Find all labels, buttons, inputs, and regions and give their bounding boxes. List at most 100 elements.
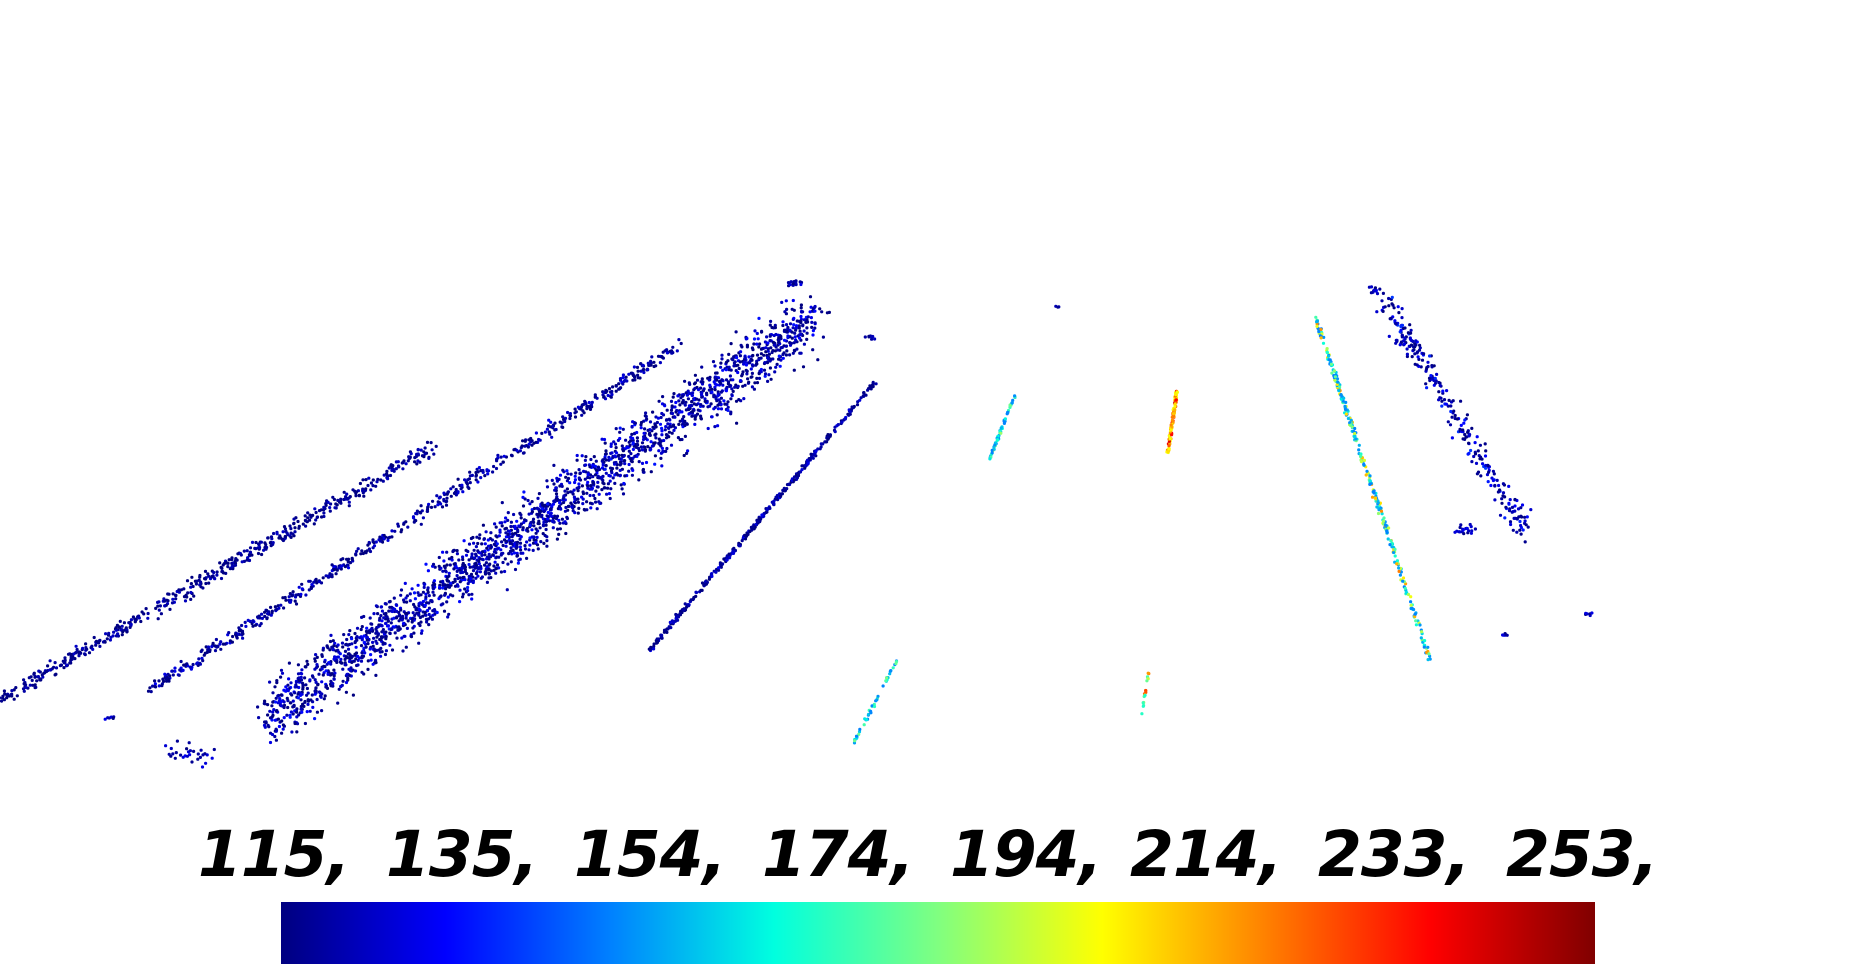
point (456, 477, 460, 481)
point (579, 407, 583, 411)
point (279, 704, 283, 708)
point (539, 540, 543, 544)
point (1509, 522, 1513, 527)
point (1423, 639, 1427, 643)
point (478, 551, 482, 555)
point (593, 496, 597, 501)
point (721, 368, 725, 372)
point (412, 631, 416, 635)
point (577, 506, 581, 510)
point (343, 657, 347, 662)
point (719, 396, 724, 400)
point (494, 567, 498, 571)
point (451, 549, 455, 554)
point (425, 609, 429, 613)
point (0, 699, 4, 703)
point (703, 582, 707, 587)
point (550, 478, 554, 482)
point (727, 368, 731, 372)
point (425, 440, 430, 444)
point (417, 613, 421, 617)
point (1491, 478, 1495, 483)
point (1397, 566, 1401, 570)
point (304, 524, 308, 528)
point (195, 579, 199, 583)
point (1140, 712, 1144, 716)
point (403, 611, 408, 616)
point (710, 387, 714, 391)
point (461, 595, 465, 599)
point (862, 391, 866, 395)
point (763, 374, 767, 378)
point (493, 522, 497, 526)
point (763, 372, 768, 376)
point (501, 460, 505, 464)
point (24, 686, 28, 690)
point (799, 320, 803, 324)
point (1414, 623, 1418, 627)
point (707, 378, 711, 382)
point (375, 630, 379, 634)
point (321, 576, 325, 580)
point (492, 564, 496, 568)
point (408, 592, 412, 596)
point (546, 510, 550, 515)
point (736, 363, 740, 367)
point (174, 593, 178, 597)
point (513, 447, 517, 451)
point (175, 739, 179, 743)
point (83, 653, 87, 657)
point (1392, 306, 1396, 310)
point (404, 645, 408, 649)
point (1584, 611, 1588, 615)
point (1003, 417, 1008, 421)
point (629, 452, 633, 456)
point (313, 507, 317, 511)
point (527, 442, 531, 446)
point (1393, 547, 1397, 552)
point (268, 709, 272, 713)
point (356, 547, 360, 551)
point (526, 498, 530, 503)
point (73, 657, 77, 661)
point (673, 405, 677, 409)
point (331, 648, 335, 652)
point (737, 398, 741, 402)
point (1393, 319, 1397, 323)
point (215, 573, 219, 577)
point (179, 753, 183, 757)
point (726, 405, 730, 409)
point (728, 556, 732, 560)
point (247, 558, 252, 563)
point (1492, 472, 1496, 476)
point (1523, 540, 1527, 544)
point-segment-lower-cyan-marker (852, 659, 899, 745)
point (63, 656, 67, 660)
point (791, 298, 795, 303)
point (613, 462, 617, 466)
point (1498, 488, 1502, 492)
point (1379, 509, 1384, 513)
point (489, 531, 493, 535)
point (518, 537, 522, 541)
point (674, 612, 678, 617)
point (518, 545, 522, 549)
point (74, 644, 78, 648)
point (1169, 428, 1173, 432)
point (211, 641, 215, 646)
point (678, 438, 682, 442)
point (357, 493, 361, 497)
point (458, 580, 462, 584)
point (1008, 403, 1012, 407)
point (171, 597, 175, 601)
point (644, 436, 648, 441)
point (641, 363, 645, 367)
point (362, 614, 366, 619)
point (731, 389, 735, 393)
point (62, 666, 66, 670)
point (527, 512, 531, 516)
point (564, 475, 568, 479)
point (359, 627, 363, 632)
point (585, 407, 589, 411)
